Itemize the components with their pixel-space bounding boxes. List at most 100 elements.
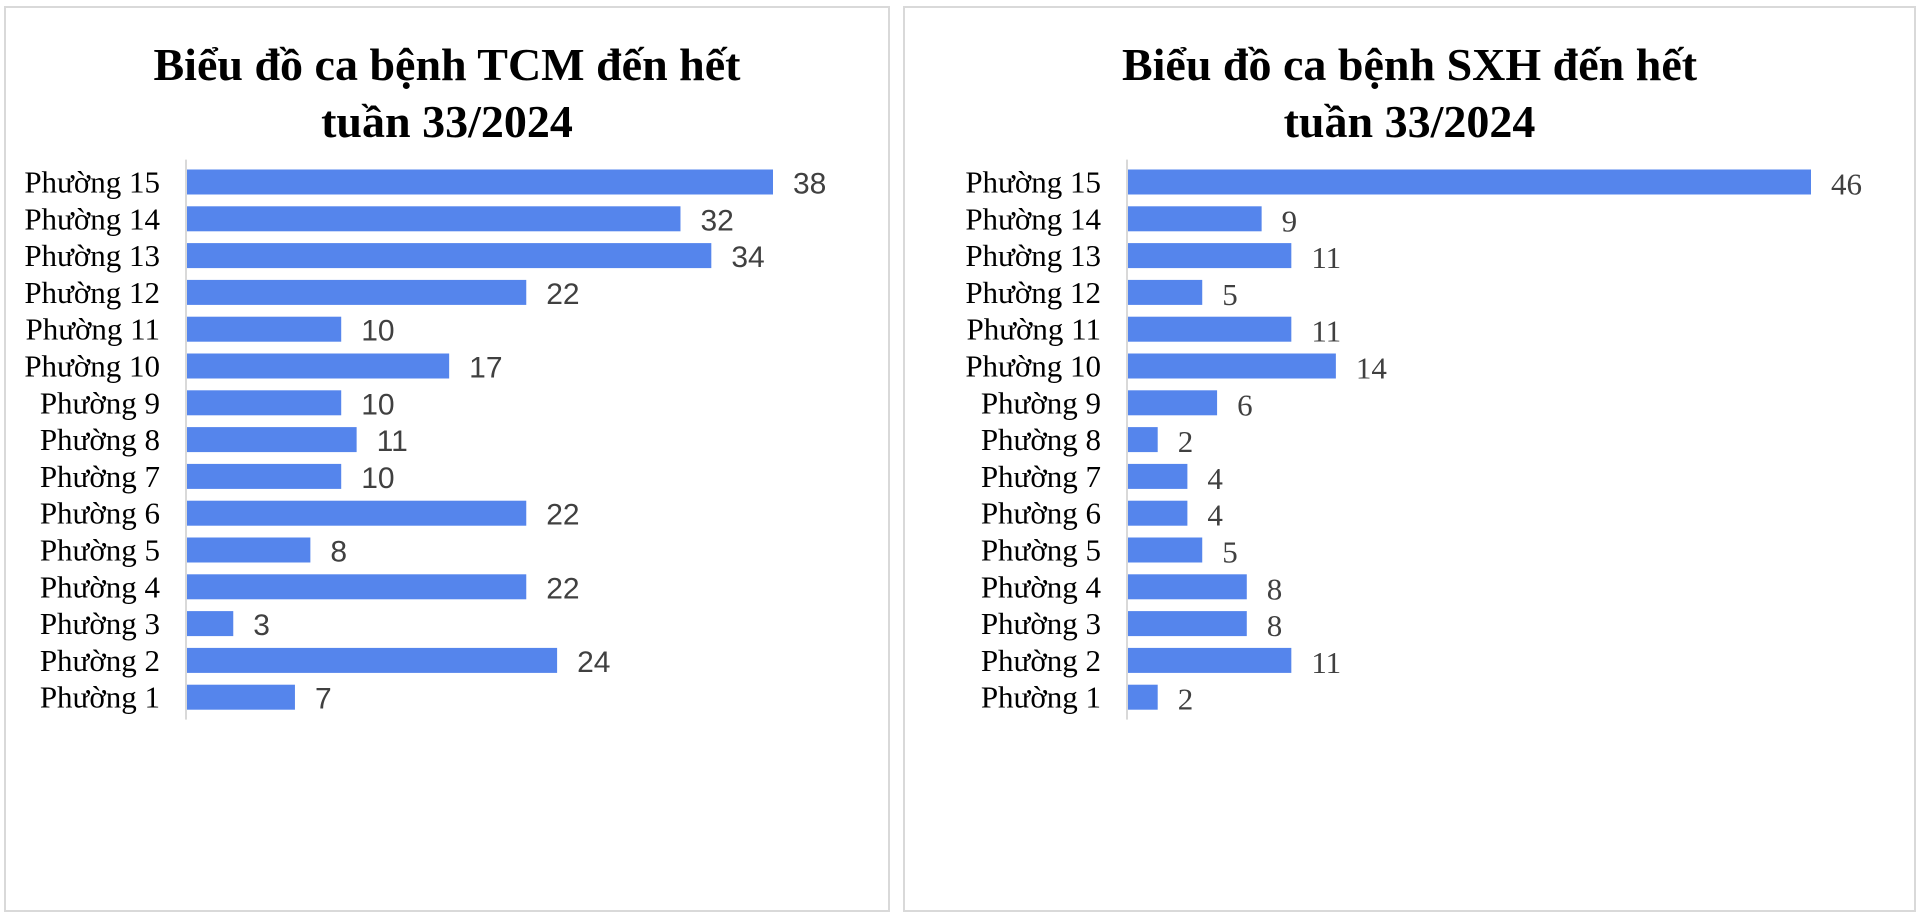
category-label: Phường 10 xyxy=(965,349,1101,384)
bar xyxy=(187,243,712,269)
bar xyxy=(1128,684,1158,710)
chart-panel-tcm: Biểu đồ ca bệnh TCM đến hết tuần 33/2024… xyxy=(4,6,890,912)
chart-title-line-2: tuần 33/2024 xyxy=(1283,96,1536,147)
data-label: 11 xyxy=(1311,240,1341,275)
bar xyxy=(187,500,527,526)
chart-title: Biểu đồ ca bệnh SXH đến hết tuần 33/2024 xyxy=(905,36,1914,150)
bar xyxy=(187,316,342,342)
bar xyxy=(1128,206,1262,232)
category-label: Phường 2 xyxy=(40,643,160,678)
bar xyxy=(187,279,527,305)
category-label: Phường 13 xyxy=(965,238,1101,273)
bar xyxy=(187,206,681,232)
data-label: 8 xyxy=(1267,571,1283,606)
data-label: 2 xyxy=(1178,424,1194,459)
bar xyxy=(1128,353,1336,379)
data-label: 11 xyxy=(377,425,408,458)
category-label: Phường 15 xyxy=(24,165,160,200)
chart-title-line-2: tuần 33/2024 xyxy=(321,96,573,147)
category-label: Phường 11 xyxy=(25,312,160,347)
bar xyxy=(187,647,558,673)
category-label: Phường 7 xyxy=(981,459,1101,494)
bar xyxy=(1128,463,1188,489)
bar xyxy=(1128,500,1188,526)
data-label: 10 xyxy=(361,462,394,495)
category-label: Phường 1 xyxy=(40,680,160,715)
data-label: 9 xyxy=(1282,203,1298,238)
chart-title: Biểu đồ ca bệnh TCM đến hết tuần 33/2024 xyxy=(6,36,888,150)
bar xyxy=(187,574,527,600)
bar xyxy=(187,463,342,489)
data-label: 4 xyxy=(1207,498,1223,533)
category-label: Phường 9 xyxy=(40,385,160,420)
category-label: Phường 1 xyxy=(981,680,1101,715)
bar xyxy=(1128,647,1292,673)
data-label: 3 xyxy=(253,609,270,642)
bar xyxy=(187,390,342,416)
category-label: Phường 8 xyxy=(981,422,1101,457)
category-label: Phường 14 xyxy=(965,201,1101,236)
data-label: 38 xyxy=(793,168,826,201)
category-label: Phường 12 xyxy=(965,275,1101,310)
category-label: Phường 6 xyxy=(981,496,1101,531)
data-label: 2 xyxy=(1178,682,1194,717)
category-label: Phường 10 xyxy=(24,349,160,384)
chart-title-line-1: Biểu đồ ca bệnh SXH đến hết xyxy=(1121,39,1698,90)
category-label: Phường 12 xyxy=(24,275,160,310)
bar xyxy=(1128,574,1247,600)
category-label: Phường 14 xyxy=(24,201,160,236)
category-label: Phường 13 xyxy=(24,238,160,273)
data-label: 14 xyxy=(1356,351,1388,386)
data-label: 24 xyxy=(577,646,610,679)
category-label: Phường 4 xyxy=(981,569,1102,604)
data-label: 5 xyxy=(1222,535,1238,570)
data-label: 10 xyxy=(361,315,394,348)
bar xyxy=(1128,537,1203,563)
data-label: 7 xyxy=(315,683,332,716)
category-label: Phường 11 xyxy=(966,312,1101,347)
data-label: 4 xyxy=(1207,461,1223,496)
data-label: 10 xyxy=(361,388,394,421)
category-label: Phường 5 xyxy=(981,533,1101,568)
chart-title-line-1: Biểu đồ ca bệnh TCM đến hết xyxy=(153,39,741,90)
data-label: 6 xyxy=(1237,387,1253,422)
category-label: Phường 3 xyxy=(981,606,1101,641)
data-label: 46 xyxy=(1831,167,1862,202)
data-label: 11 xyxy=(1311,314,1341,349)
data-label: 34 xyxy=(731,241,764,274)
bar xyxy=(187,353,450,379)
data-label: 22 xyxy=(546,572,579,605)
bar xyxy=(1128,279,1203,305)
bar xyxy=(187,537,311,563)
bar xyxy=(1128,316,1292,342)
data-label: 22 xyxy=(546,499,579,532)
bar xyxy=(1128,427,1158,453)
bar xyxy=(187,611,234,637)
bar xyxy=(1128,390,1218,416)
chart-panel-sxh: Biểu đồ ca bệnh SXH đến hết tuần 33/2024… xyxy=(903,6,1916,912)
category-label: Phường 15 xyxy=(965,165,1101,200)
category-label: Phường 4 xyxy=(40,569,161,604)
category-label: Phường 5 xyxy=(40,533,160,568)
data-label: 22 xyxy=(546,278,579,311)
data-label: 5 xyxy=(1222,277,1238,312)
data-label: 8 xyxy=(330,536,347,569)
bar xyxy=(187,427,357,453)
bar xyxy=(187,684,295,710)
category-label: Phường 2 xyxy=(981,643,1101,678)
data-label: 17 xyxy=(469,352,502,385)
data-label: 32 xyxy=(700,204,733,237)
data-label: 11 xyxy=(1311,645,1341,680)
category-label: Phường 7 xyxy=(40,459,160,494)
category-label: Phường 8 xyxy=(40,422,160,457)
bar xyxy=(1128,169,1811,195)
bar xyxy=(187,169,773,195)
bar xyxy=(1128,243,1292,269)
bar xyxy=(1128,611,1247,637)
data-label: 8 xyxy=(1267,608,1283,643)
category-label: Phường 9 xyxy=(981,385,1101,420)
category-label: Phường 3 xyxy=(40,606,160,641)
category-label: Phường 6 xyxy=(40,496,160,531)
